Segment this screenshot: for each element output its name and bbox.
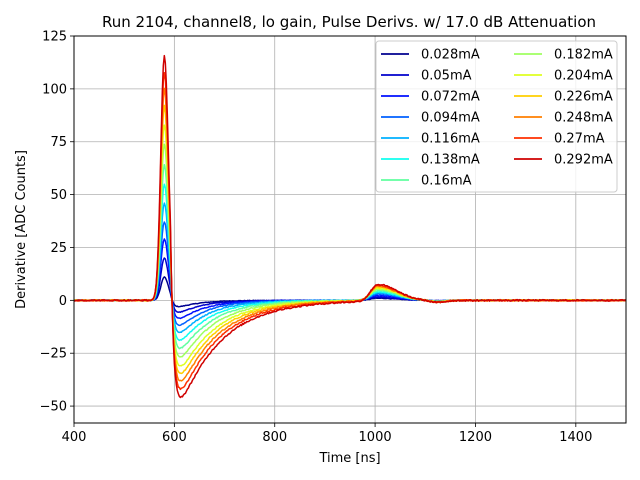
legend-label: 0.27mA xyxy=(554,132,605,147)
y-tick-label: −25 xyxy=(40,347,67,362)
x-tick-label: 600 xyxy=(162,430,187,445)
y-tick-label: 100 xyxy=(42,82,67,97)
series-line xyxy=(73,54,627,399)
legend-label: 0.204mA xyxy=(554,69,613,84)
series-layer xyxy=(73,54,627,399)
legend-label: 0.05mA xyxy=(421,69,472,84)
y-tick-label: 0 xyxy=(59,294,67,309)
legend-label: 0.094mA xyxy=(421,111,480,126)
y-tick-label: 125 xyxy=(42,30,67,45)
legend-label: 0.292mA xyxy=(554,153,613,168)
legend-label: 0.226mA xyxy=(554,90,613,105)
x-tick-label: 1000 xyxy=(359,430,392,445)
x-axis-label: Time [ns] xyxy=(318,451,380,466)
legend-label: 0.072mA xyxy=(421,90,480,105)
legend-label: 0.116mA xyxy=(421,132,480,147)
legend-label: 0.028mA xyxy=(421,48,480,63)
ticks: 400 600 800 1000 1200 1400 −50 −25 0 25 50 75 100 125 xyxy=(40,30,593,446)
y-tick-label: 25 xyxy=(50,241,67,256)
y-tick-label: −50 xyxy=(40,400,67,415)
x-tick-label: 1400 xyxy=(559,430,592,445)
x-tick-label: 400 xyxy=(62,430,87,445)
legend-label: 0.16mA xyxy=(421,174,472,189)
legend-label: 0.248mA xyxy=(554,111,613,126)
legend: 0.028mA 0.05mA 0.072mA 0.094mA 0.116mA 0.138m… xyxy=(375,40,618,193)
y-tick-label: 50 xyxy=(50,188,67,203)
chart-title: Run 2104, channel8, lo gain, Pulse Deriv… xyxy=(102,13,596,31)
y-axis-label: Derivative [ADC Counts] xyxy=(14,150,29,309)
y-tick-label: 75 xyxy=(50,135,67,150)
x-tick-label: 1200 xyxy=(459,430,492,445)
plot-frame xyxy=(73,35,627,424)
legend-label: 0.138mA xyxy=(421,153,480,168)
x-tick-label: 800 xyxy=(262,430,287,445)
legend-box xyxy=(375,40,618,193)
legend-label: 0.182mA xyxy=(554,48,613,63)
